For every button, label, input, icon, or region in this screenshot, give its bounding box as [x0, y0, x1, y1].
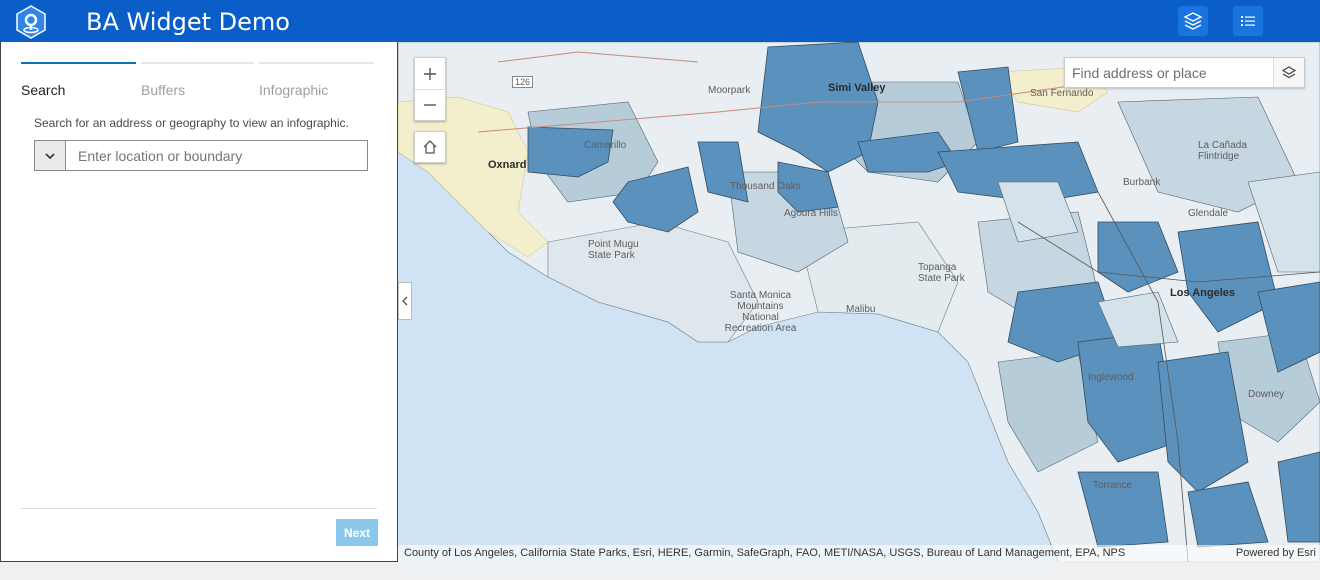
zoom-control [414, 57, 446, 121]
legend-button[interactable] [1233, 6, 1263, 36]
zoom-out-button[interactable] [415, 89, 445, 120]
layers-icon [1281, 65, 1297, 78]
choropleth-basemap [398, 42, 1320, 562]
chevron-left-icon [402, 296, 408, 306]
app-title: BA Widget Demo [86, 8, 290, 36]
app-header: BA Widget Demo [0, 0, 1320, 42]
route-shield: 126 [512, 76, 534, 88]
tab-infographic[interactable]: Infographic [259, 62, 374, 98]
location-input[interactable] [67, 141, 367, 170]
place-label: Torrance [1093, 480, 1132, 491]
place-label: Glendale [1188, 208, 1229, 219]
list-icon [1241, 16, 1255, 26]
app-logo-icon [16, 5, 46, 39]
plus-icon [424, 67, 436, 80]
place-label: Oxnard [488, 159, 527, 171]
search-source-button[interactable] [1273, 58, 1304, 87]
place-label: Downey [1248, 389, 1285, 400]
tab-search[interactable]: Search [21, 62, 136, 98]
place-label: Malibu [846, 304, 876, 315]
place-label: San Fernando [1030, 88, 1094, 99]
collapse-panel-button[interactable] [398, 282, 412, 320]
chevron-down-icon [45, 152, 55, 159]
place-label: Burbank [1123, 177, 1161, 188]
widget-panel: Search Buffers Infographic Search for an… [0, 42, 398, 562]
zoom-in-button[interactable] [415, 58, 445, 89]
minus-icon [424, 104, 436, 106]
tab-buffers[interactable]: Buffers [141, 62, 254, 98]
layers-icon [1183, 12, 1203, 30]
place-label: Agoura Hills [784, 208, 838, 219]
map-attribution: County of Los Angeles, California State … [398, 545, 1320, 562]
home-button[interactable] [414, 131, 446, 163]
powered-by[interactable]: Powered by Esri [1235, 547, 1316, 559]
place-label: Santa Monica Mountains National Recreati… [724, 290, 797, 334]
place-label: Topanga State Park [918, 262, 965, 284]
map-view[interactable]: Simi Valley Oxnard Camarillo Thousand Oa… [398, 42, 1320, 562]
place-label: La Cañada Flintridge [1198, 140, 1247, 162]
attribution-text: County of Los Angeles, California State … [404, 547, 1126, 559]
map-search-input[interactable] [1065, 58, 1273, 87]
place-label: Inglewood [1088, 372, 1134, 383]
place-label: Thousand Oaks [730, 181, 801, 192]
map-search-box [1064, 57, 1305, 88]
home-icon [423, 140, 437, 154]
location-search-box [34, 140, 368, 171]
place-label: Point Mugu State Park [588, 239, 639, 261]
place-label: Camarillo [584, 140, 627, 151]
search-hint: Search for an address or geography to vi… [34, 116, 349, 130]
place-label: Simi Valley [828, 82, 886, 94]
panel-divider [21, 508, 377, 509]
next-button[interactable]: Next [336, 519, 378, 546]
place-label: Los Angeles [1170, 287, 1235, 299]
layers-button[interactable] [1178, 6, 1208, 36]
location-type-dropdown[interactable] [35, 141, 66, 170]
place-label: Moorpark [708, 85, 751, 96]
